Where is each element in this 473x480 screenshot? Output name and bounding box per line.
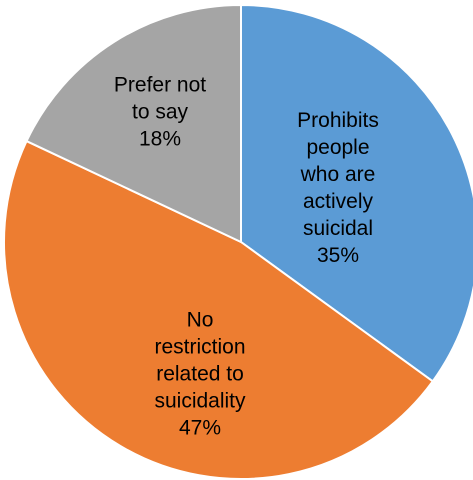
label-percent: 18%	[138, 127, 182, 151]
label-line: who are	[300, 163, 376, 186]
label-line: restriction	[154, 335, 246, 359]
label-line: people	[306, 136, 370, 159]
label-percent: 35%	[316, 244, 360, 267]
label-line: suicidal	[302, 217, 374, 240]
slice-label-no-restriction: No restriction related to suicidality 47…	[154, 307, 245, 442]
slice-prefer-not	[25, 3, 242, 244]
label-line: suicidality	[154, 389, 246, 413]
slice-no-restriction	[3, 139, 435, 480]
label-line: Prefer not	[113, 73, 207, 97]
label-line: to say	[131, 100, 189, 124]
slice-label-prefer-not: Prefer not to say 18%	[114, 72, 206, 153]
label-percent: 47%	[178, 416, 222, 440]
label-line: Prohibits	[297, 109, 379, 132]
label-line: related to	[156, 362, 244, 386]
label-line: actively	[302, 190, 374, 213]
slice-prohibits	[240, 3, 473, 383]
slice-label-prohibits: Prohibits people who are actively suicid…	[297, 107, 379, 269]
label-line: No	[186, 308, 214, 332]
